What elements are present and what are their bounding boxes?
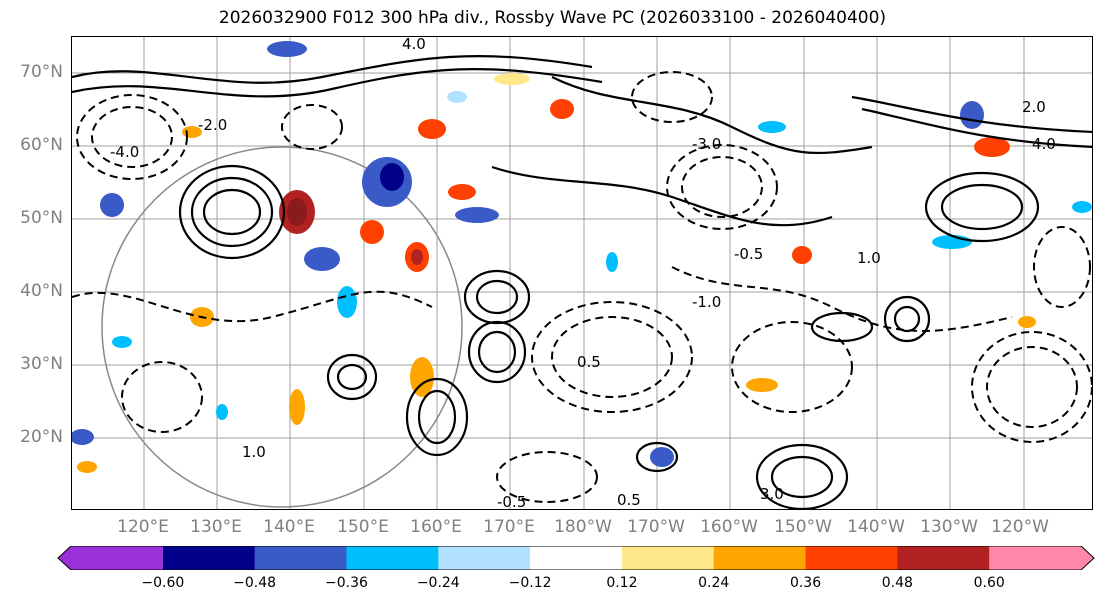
- lon-label-150e: 150°E: [337, 517, 389, 537]
- colorbar: [57, 546, 1095, 570]
- colorbar-segment: [713, 546, 807, 570]
- colorbar-tick-label: −0.36: [325, 575, 368, 591]
- colorbar-segment: [897, 546, 990, 570]
- colorbar-tick-label: 0.12: [606, 575, 638, 591]
- lon-label-140e: 140°E: [263, 517, 315, 537]
- contour-label: -4.0: [110, 143, 139, 161]
- lon-label-120e: 120°E: [117, 517, 169, 537]
- colorbar-segment: [805, 546, 898, 570]
- lon-label-150w: 150°W: [774, 517, 832, 537]
- colorbar-segment: [621, 546, 715, 570]
- colorbar-tick-label: 0.36: [789, 575, 822, 591]
- lon-label-140w: 140°W: [847, 517, 905, 537]
- contour-label: 4.0: [1032, 135, 1056, 153]
- colorbar-segment: [254, 546, 347, 570]
- lon-label-130e: 130°E: [190, 517, 242, 537]
- range-circle: [101, 146, 463, 508]
- colorbar-segment: [346, 546, 439, 570]
- colorbar-tick-label: −0.60: [141, 575, 185, 591]
- contour-label: 3.0: [760, 485, 784, 503]
- contour-label: -1.0: [692, 293, 721, 311]
- colorbar-segment: [438, 546, 531, 570]
- colorbar-tick-label: −0.48: [233, 575, 277, 591]
- colorbar-segment: [58, 546, 163, 570]
- colorbar-tick-label: 0.24: [698, 575, 730, 591]
- map-canvas: -0.5 0.5 1.0 -1.0 2.0 -2.0 3.0 -3.0 4.0 …: [72, 37, 1092, 510]
- lat-label-70n: 70°N: [20, 62, 63, 82]
- lon-label-170e: 170°E: [483, 517, 535, 537]
- contour-label: 0.5: [577, 353, 601, 371]
- lon-label-180w: 180°W: [554, 517, 612, 537]
- colorbar-segment: [989, 546, 1094, 570]
- lon-label-160w: 160°W: [700, 517, 758, 537]
- colorbar-tick-label: 0.60: [973, 575, 1005, 591]
- colorbar-tick-label: −0.24: [416, 575, 460, 591]
- contour-label: 2.0: [1022, 98, 1046, 116]
- contour-labels: -0.5 0.5 1.0 -1.0 2.0 -2.0 3.0 -3.0 4.0 …: [110, 37, 1056, 510]
- lat-label-60n: 60°N: [20, 135, 63, 155]
- colorbar-tick-label: 0.48: [881, 575, 913, 591]
- graticule: [72, 37, 1092, 509]
- lon-label-160e: 160°E: [410, 517, 462, 537]
- contour-label: -0.5: [734, 245, 763, 263]
- lon-label-120w: 120°W: [991, 517, 1049, 537]
- contour-label: -0.5: [497, 493, 526, 510]
- divergence-shading: [72, 41, 1092, 473]
- colorbar-segment: [162, 546, 256, 570]
- colorbar-segment: [530, 546, 623, 570]
- contour-label: -2.0: [198, 116, 227, 134]
- colorbar-tick-label: −0.12: [508, 575, 552, 591]
- lat-label-50n: 50°N: [20, 208, 63, 228]
- colorbar-outline: [57, 546, 1095, 570]
- map-panel: -0.5 0.5 1.0 -1.0 2.0 -2.0 3.0 -3.0 4.0 …: [71, 36, 1093, 510]
- contours-negative: [72, 71, 1092, 503]
- contours-positive: [72, 55, 1092, 509]
- contour-label: 4.0: [402, 37, 426, 53]
- plot-title: 2026032900 F012 300 hPa div., Rossby Wav…: [218, 8, 887, 28]
- contour-label: 1.0: [857, 249, 881, 267]
- lon-label-170w: 170°W: [627, 517, 685, 537]
- lon-label-130w: 130°W: [920, 517, 978, 537]
- contour-label: 1.0: [242, 443, 266, 461]
- contour-label: 0.5: [617, 491, 641, 509]
- lat-label-40n: 40°N: [20, 281, 63, 301]
- lat-label-30n: 30°N: [20, 354, 63, 374]
- lat-label-20n: 20°N: [20, 427, 63, 447]
- contour-label: -3.0: [692, 135, 721, 153]
